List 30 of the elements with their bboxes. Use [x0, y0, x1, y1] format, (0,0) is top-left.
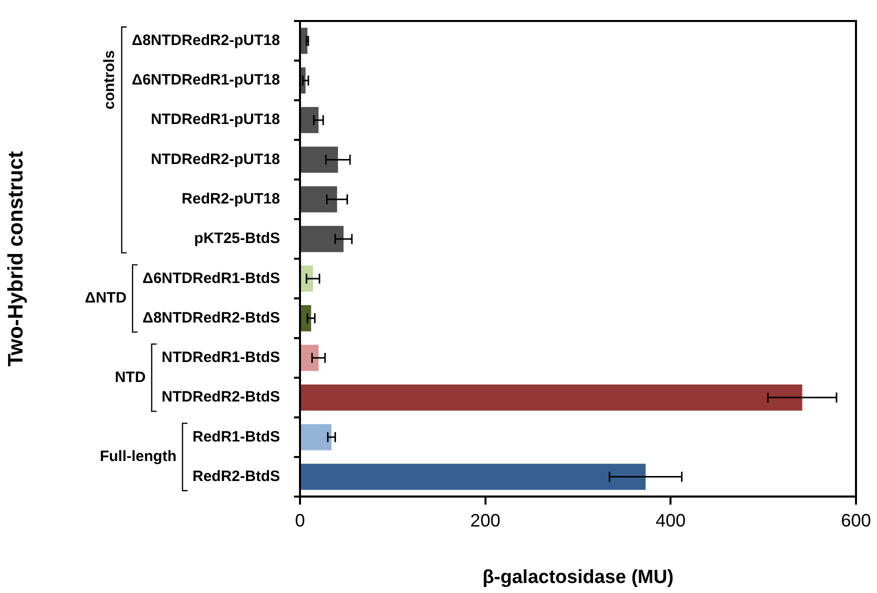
bar [300, 384, 802, 411]
y-tick-label: NTDRedR2-BtdS [162, 388, 280, 406]
x-axis-title: β-galactosidase (MU) [482, 566, 674, 588]
text: NTD [114, 368, 146, 386]
text: ΔNTD [84, 290, 127, 307]
text: controls [100, 50, 118, 110]
bar [300, 424, 332, 450]
y-tick-label: NTDRedR1-BtdS [162, 349, 280, 366]
y-tick-label: RedR2-BtdS [192, 468, 280, 485]
bar [300, 107, 319, 134]
y-tick-label: RedR1-BtdS [192, 428, 280, 446]
text: Full-length [100, 448, 176, 466]
x-tick-label: 400 [656, 510, 686, 530]
bar [300, 186, 338, 212]
x-tick-label: 0 [294, 510, 306, 530]
y-tick-label: RedR2-pUT18 [182, 190, 280, 208]
y-tick-label: NTDRedR2-pUT18 [150, 150, 280, 168]
x-tick-label: 200 [470, 510, 500, 530]
y-tick-label: Δ8NTDRedR2-pUT18 [132, 32, 280, 49]
x-tick-label: 600 [840, 510, 872, 530]
bar [300, 146, 338, 173]
y-tick-label: pKT25-BtdS [194, 230, 280, 248]
bar [300, 464, 646, 490]
y-tick-label: Δ6NTDRedR1-BtdS [142, 270, 280, 287]
y-tick-label: Δ6NTDRedR1-pUT18 [132, 72, 280, 89]
y-tick-label: NTDRedR1-pUT18 [150, 111, 280, 128]
y-axis-title: Two-Hybrid construct [4, 151, 28, 367]
bar [300, 344, 319, 371]
y-tick-label: Δ8NTDRedR2-BtdS [142, 309, 280, 326]
bar [300, 226, 344, 252]
